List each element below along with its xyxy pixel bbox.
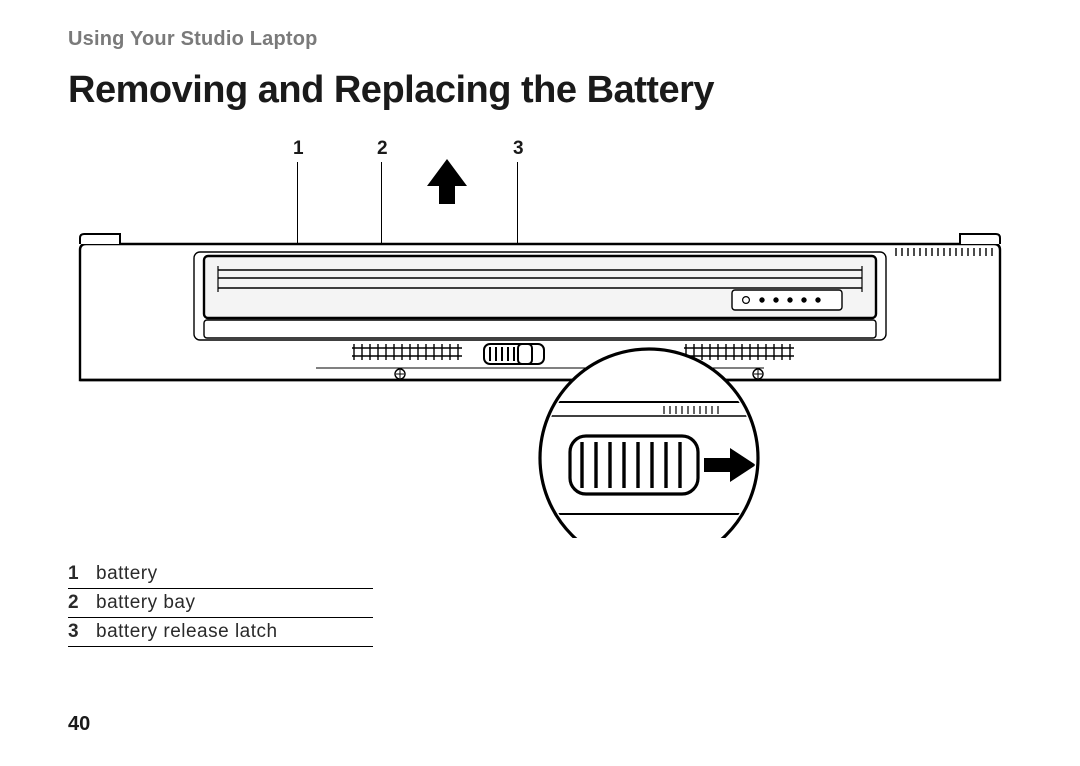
remove-direction-arrow-icon	[425, 158, 469, 212]
manual-page: Using Your Studio Laptop Removing and Re…	[0, 0, 1080, 766]
section-label: Using Your Studio Laptop	[68, 28, 1012, 51]
legend-num: 1	[68, 563, 96, 585]
legend-label: battery release latch	[96, 621, 278, 643]
callout-legend: 1 battery 2 battery bay 3 battery releas…	[68, 560, 373, 647]
legend-row: 2 battery bay	[68, 589, 373, 618]
legend-num: 3	[68, 621, 96, 643]
callout-number-3: 3	[513, 138, 524, 160]
legend-label: battery	[96, 563, 158, 585]
callout-number-2: 2	[377, 138, 388, 160]
page-number: 40	[68, 713, 90, 736]
callout-number-1: 1	[293, 138, 304, 160]
legend-label: battery bay	[96, 592, 196, 614]
laptop-battery-illustration	[68, 230, 1012, 538]
legend-num: 2	[68, 592, 96, 614]
legend-row: 1 battery	[68, 560, 373, 589]
legend-row: 3 battery release latch	[68, 618, 373, 647]
battery-diagram: 1 2 3	[68, 138, 1012, 538]
page-title: Removing and Replacing the Battery	[68, 69, 1012, 112]
